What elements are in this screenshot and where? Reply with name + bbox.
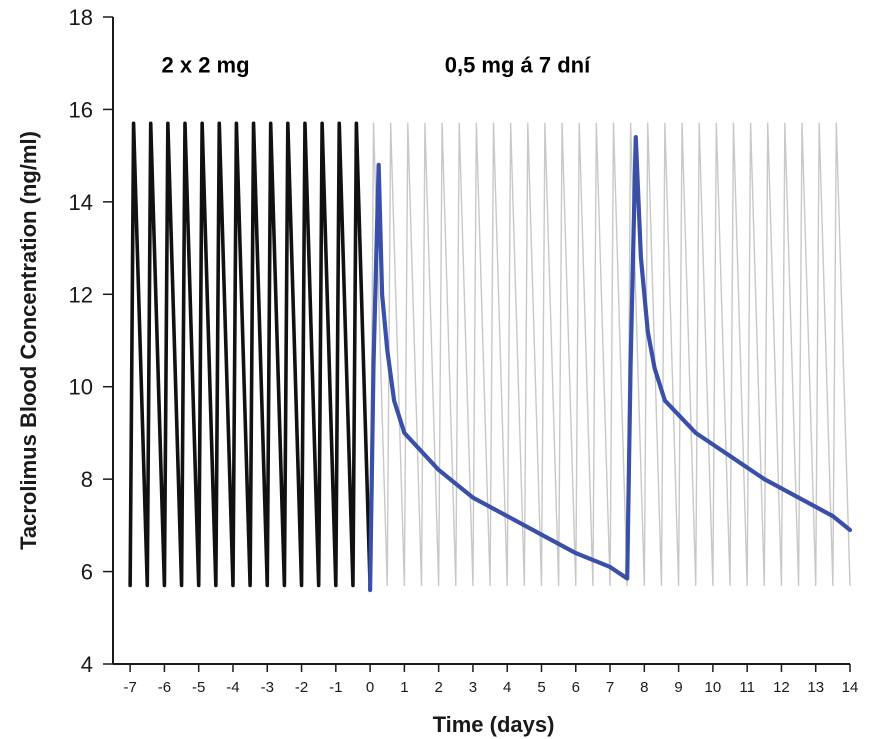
y-tick-label-8: 8 <box>81 467 93 492</box>
x-tick-label-12: 12 <box>773 679 790 696</box>
x-tick-label-11: 11 <box>739 679 755 696</box>
y-tick-label-12: 12 <box>69 282 93 307</box>
x-tick-label-2: 2 <box>434 679 442 696</box>
series-2-line <box>367 135 853 593</box>
series-1-line <box>128 121 372 588</box>
x-tick-label--6: -6 <box>158 679 171 696</box>
series-layer <box>128 121 853 593</box>
x-tick-label-8: 8 <box>640 679 648 696</box>
annotation-2x2mg: 2 x 2 mg <box>162 52 250 77</box>
x-axis-title: Time (days) <box>433 712 555 737</box>
x-tick-label-4: 4 <box>503 679 511 696</box>
x-tick-label-13: 13 <box>807 679 824 696</box>
x-tick-label--1: -1 <box>329 679 342 696</box>
x-tick-label-5: 5 <box>537 679 545 696</box>
series-0-line <box>369 122 851 587</box>
x-tick-label-3: 3 <box>469 679 477 696</box>
y-tick-label-18: 18 <box>69 5 93 30</box>
x-tick-label-1: 1 <box>400 679 408 696</box>
y-tick-label-4: 4 <box>81 652 93 677</box>
y-axis-title: Tacrolimus Blood Concentration (ng/ml) <box>16 131 41 550</box>
y-tick-label-6: 6 <box>81 560 93 585</box>
annotation-05mg-7days: 0,5 mg á 7 dní <box>445 52 591 77</box>
y-tick-label-14: 14 <box>69 190 93 215</box>
x-tick-label-14: 14 <box>842 679 859 696</box>
x-tick-label--3: -3 <box>261 679 274 696</box>
labels-layer: Time (days) Tacrolimus Blood Concentrati… <box>16 52 591 737</box>
x-tick-label--4: -4 <box>226 679 239 696</box>
x-tick-label-7: 7 <box>606 679 614 696</box>
axes-layer <box>112 17 850 665</box>
x-tick-label--5: -5 <box>192 679 205 696</box>
y-tick-label-16: 16 <box>69 97 93 122</box>
x-tick-label-10: 10 <box>705 679 722 696</box>
x-tick-label-6: 6 <box>572 679 580 696</box>
x-tick-label-9: 9 <box>674 679 682 696</box>
x-tick-label--2: -2 <box>295 679 308 696</box>
y-tick-label-10: 10 <box>69 375 93 400</box>
x-tick-label--7: -7 <box>123 679 136 696</box>
x-tick-label-0: 0 <box>366 679 374 696</box>
